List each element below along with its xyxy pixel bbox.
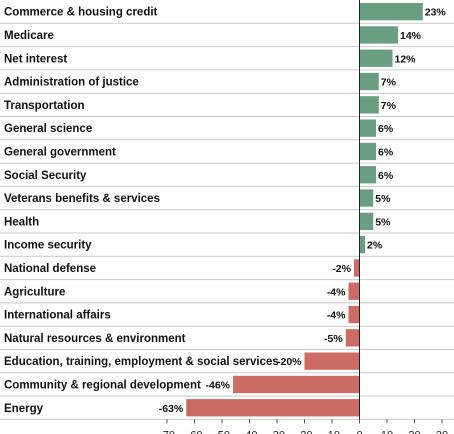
bar [359, 3, 423, 21]
x-tick-label: -50 [214, 429, 230, 434]
category-label: Agriculture [4, 286, 65, 298]
x-tick-label: -40 [242, 429, 258, 434]
x-tick-label: -70 [159, 429, 175, 434]
value-label: 6% [378, 123, 394, 135]
bar [359, 212, 374, 230]
value-label: -4% [327, 286, 346, 298]
x-tick-label: -30 [269, 429, 285, 434]
x-tick-label: 30 [436, 429, 448, 434]
bar [233, 375, 360, 394]
bar [354, 259, 360, 277]
category-label: Veterans benefits & services [4, 193, 160, 205]
value-label: 14% [400, 30, 422, 42]
x-tick-label: 10 [381, 429, 393, 434]
bar [359, 236, 365, 254]
category-label: Medicare [4, 30, 54, 42]
category-label: Commerce & housing credit [4, 7, 158, 19]
value-labels: 23%14% 12% 7% 7% 6% 6% 6% 5% 5% 2% -2% -4% -4% -5% -20… [159, 7, 447, 415]
value-label: 7% [381, 100, 397, 112]
bar [359, 26, 398, 44]
value-label: 6% [378, 170, 394, 182]
category-label: Education, training, employment & social… [4, 356, 279, 368]
row-separators [0, 22, 454, 420]
x-tick-label: -60 [187, 429, 203, 434]
bar [359, 189, 374, 207]
value-label: 6% [378, 146, 394, 158]
category-label: Energy [4, 403, 44, 415]
category-label: Social Security [4, 170, 87, 182]
value-label: 2% [367, 240, 383, 252]
category-label: International affairs [4, 310, 111, 322]
x-tick-label: 20 [408, 429, 420, 434]
category-label: Transportation [4, 100, 85, 112]
category-label: Administration of justice [4, 77, 139, 89]
x-tick-label: 0 [356, 429, 362, 434]
category-label: Natural resources & environment [4, 333, 186, 345]
bar [345, 329, 360, 347]
category-label: General science [4, 123, 92, 135]
category-label: Community & regional development [4, 379, 201, 391]
value-label: 7% [381, 77, 397, 89]
value-label: 5% [375, 216, 391, 228]
value-label: -63% [159, 403, 184, 415]
bar [359, 119, 376, 137]
bar [348, 282, 360, 300]
bar [359, 49, 393, 67]
value-label: -20% [277, 356, 302, 368]
value-label: -46% [205, 379, 230, 391]
x-tick-label: -10 [324, 429, 340, 434]
category-label: General government [4, 146, 116, 158]
category-label: National defense [4, 263, 96, 275]
value-label: -2% [332, 263, 351, 275]
bar [359, 72, 379, 91]
bar [359, 96, 379, 114]
category-label: Net interest [4, 53, 67, 65]
bar [304, 352, 360, 370]
category-label: Health [4, 216, 39, 228]
bar [186, 399, 360, 417]
value-label: 23% [425, 7, 447, 19]
value-label: -5% [324, 333, 343, 345]
value-label: -4% [327, 310, 346, 322]
category-labels: Commerce & housing credit Medicare Net int… [4, 7, 279, 415]
x-axis-ticks: -70 -60 -50 -40 -30 -20 -10 0 10 20 30 [159, 419, 448, 434]
value-label: 12% [395, 53, 417, 65]
bar [359, 142, 376, 161]
value-label: 5% [375, 193, 391, 205]
x-tick-label: -20 [297, 429, 313, 434]
category-label: Income security [4, 240, 92, 252]
bars [186, 3, 423, 417]
bar [348, 305, 360, 324]
bar [359, 166, 376, 184]
